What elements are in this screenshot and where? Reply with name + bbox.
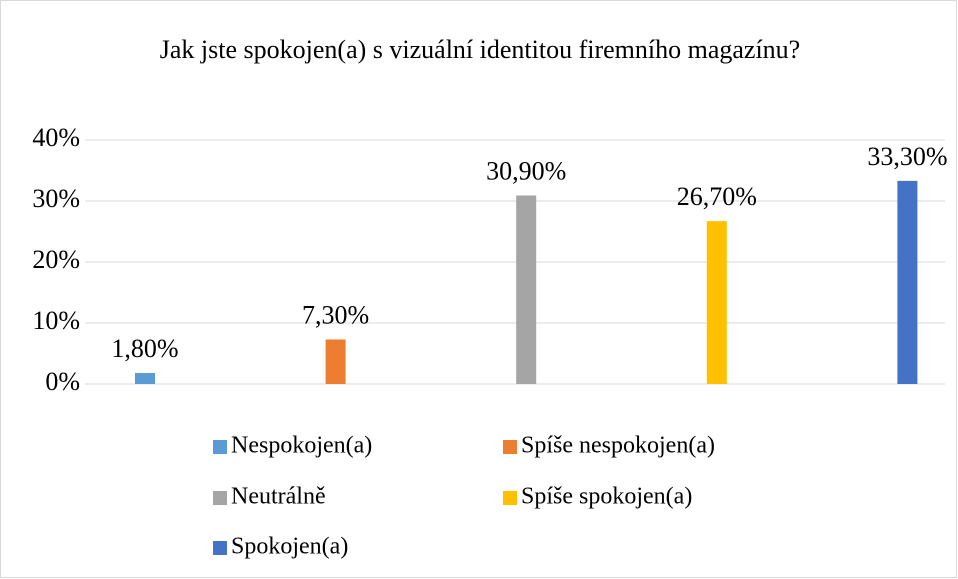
legend-label: Spíše nespokojen(a): [521, 433, 715, 459]
data-label: 1,80%: [111, 334, 178, 363]
bar: [516, 195, 537, 384]
y-tick-label: 0%: [45, 367, 80, 396]
y-tick-label: 10%: [32, 306, 80, 335]
bar: [706, 221, 727, 384]
y-tick-label: 20%: [32, 245, 80, 274]
legend-label: Nespokojen(a): [231, 433, 372, 459]
bar: [897, 180, 918, 384]
y-tick-label: 40%: [32, 123, 80, 152]
data-label: 26,70%: [677, 182, 757, 211]
legend-label: Neutrálně: [231, 484, 326, 510]
legend-swatch: [213, 440, 227, 454]
data-label: 30,90%: [486, 156, 566, 185]
bar: [135, 373, 155, 384]
bar: [325, 339, 346, 384]
legend-swatch: [213, 541, 227, 555]
legend-swatch: [503, 491, 517, 505]
legend-swatch: [213, 491, 227, 505]
data-label: 33,30%: [867, 142, 947, 171]
legend-label: Spíše spokojen(a): [521, 484, 692, 510]
legend-label: Spokojen(a): [231, 534, 348, 560]
chart-title: Jak jste spokojen(a) s vizuální identito…: [159, 35, 801, 64]
data-label: 7,30%: [302, 300, 369, 329]
y-tick-label: 30%: [32, 184, 80, 213]
legend-swatch: [503, 440, 517, 454]
